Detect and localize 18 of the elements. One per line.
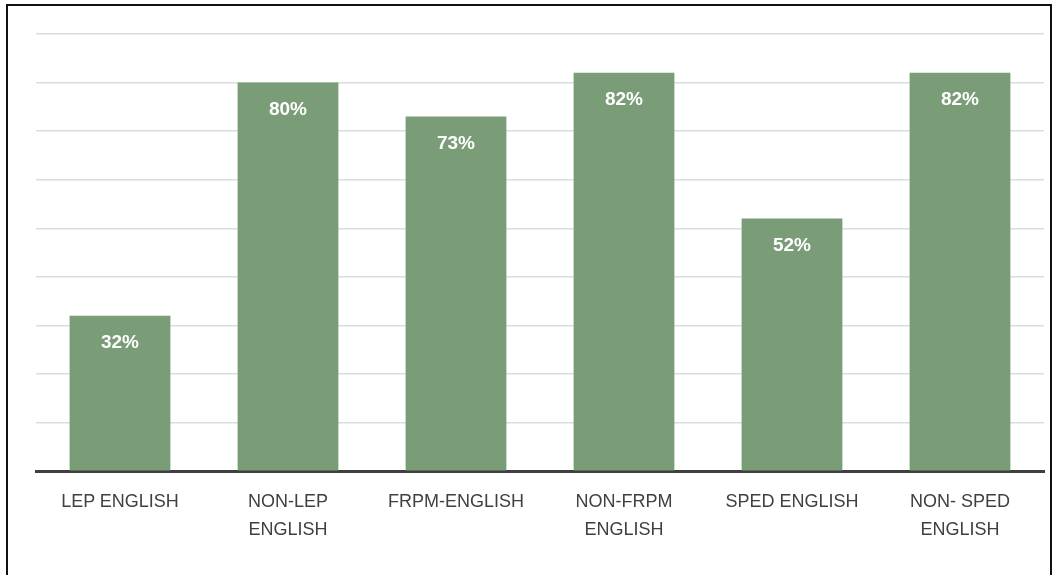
- bar: [909, 72, 1011, 471]
- x-tick-label: SPED ENGLISH: [725, 491, 859, 512]
- bar: [405, 116, 507, 471]
- bar: [69, 315, 171, 471]
- bar: [237, 82, 339, 471]
- x-tick-label: NON- SPED ENGLISH: [909, 491, 1011, 540]
- data-label: 73%: [436, 131, 476, 153]
- bar: [741, 218, 843, 471]
- data-label: 82%: [940, 88, 980, 110]
- data-label: 32%: [100, 330, 140, 352]
- bar: [573, 72, 675, 471]
- data-label: 80%: [268, 97, 308, 119]
- data-label: 52%: [772, 233, 812, 255]
- x-tick-label: FRPM-ENGLISH: [387, 491, 525, 512]
- x-tick-label: NON-LEP ENGLISH: [247, 491, 329, 540]
- x-tick-label: NON-FRPM ENGLISH: [575, 491, 673, 540]
- data-label: 82%: [604, 88, 644, 110]
- x-tick-label: LEP ENGLISH: [61, 491, 179, 512]
